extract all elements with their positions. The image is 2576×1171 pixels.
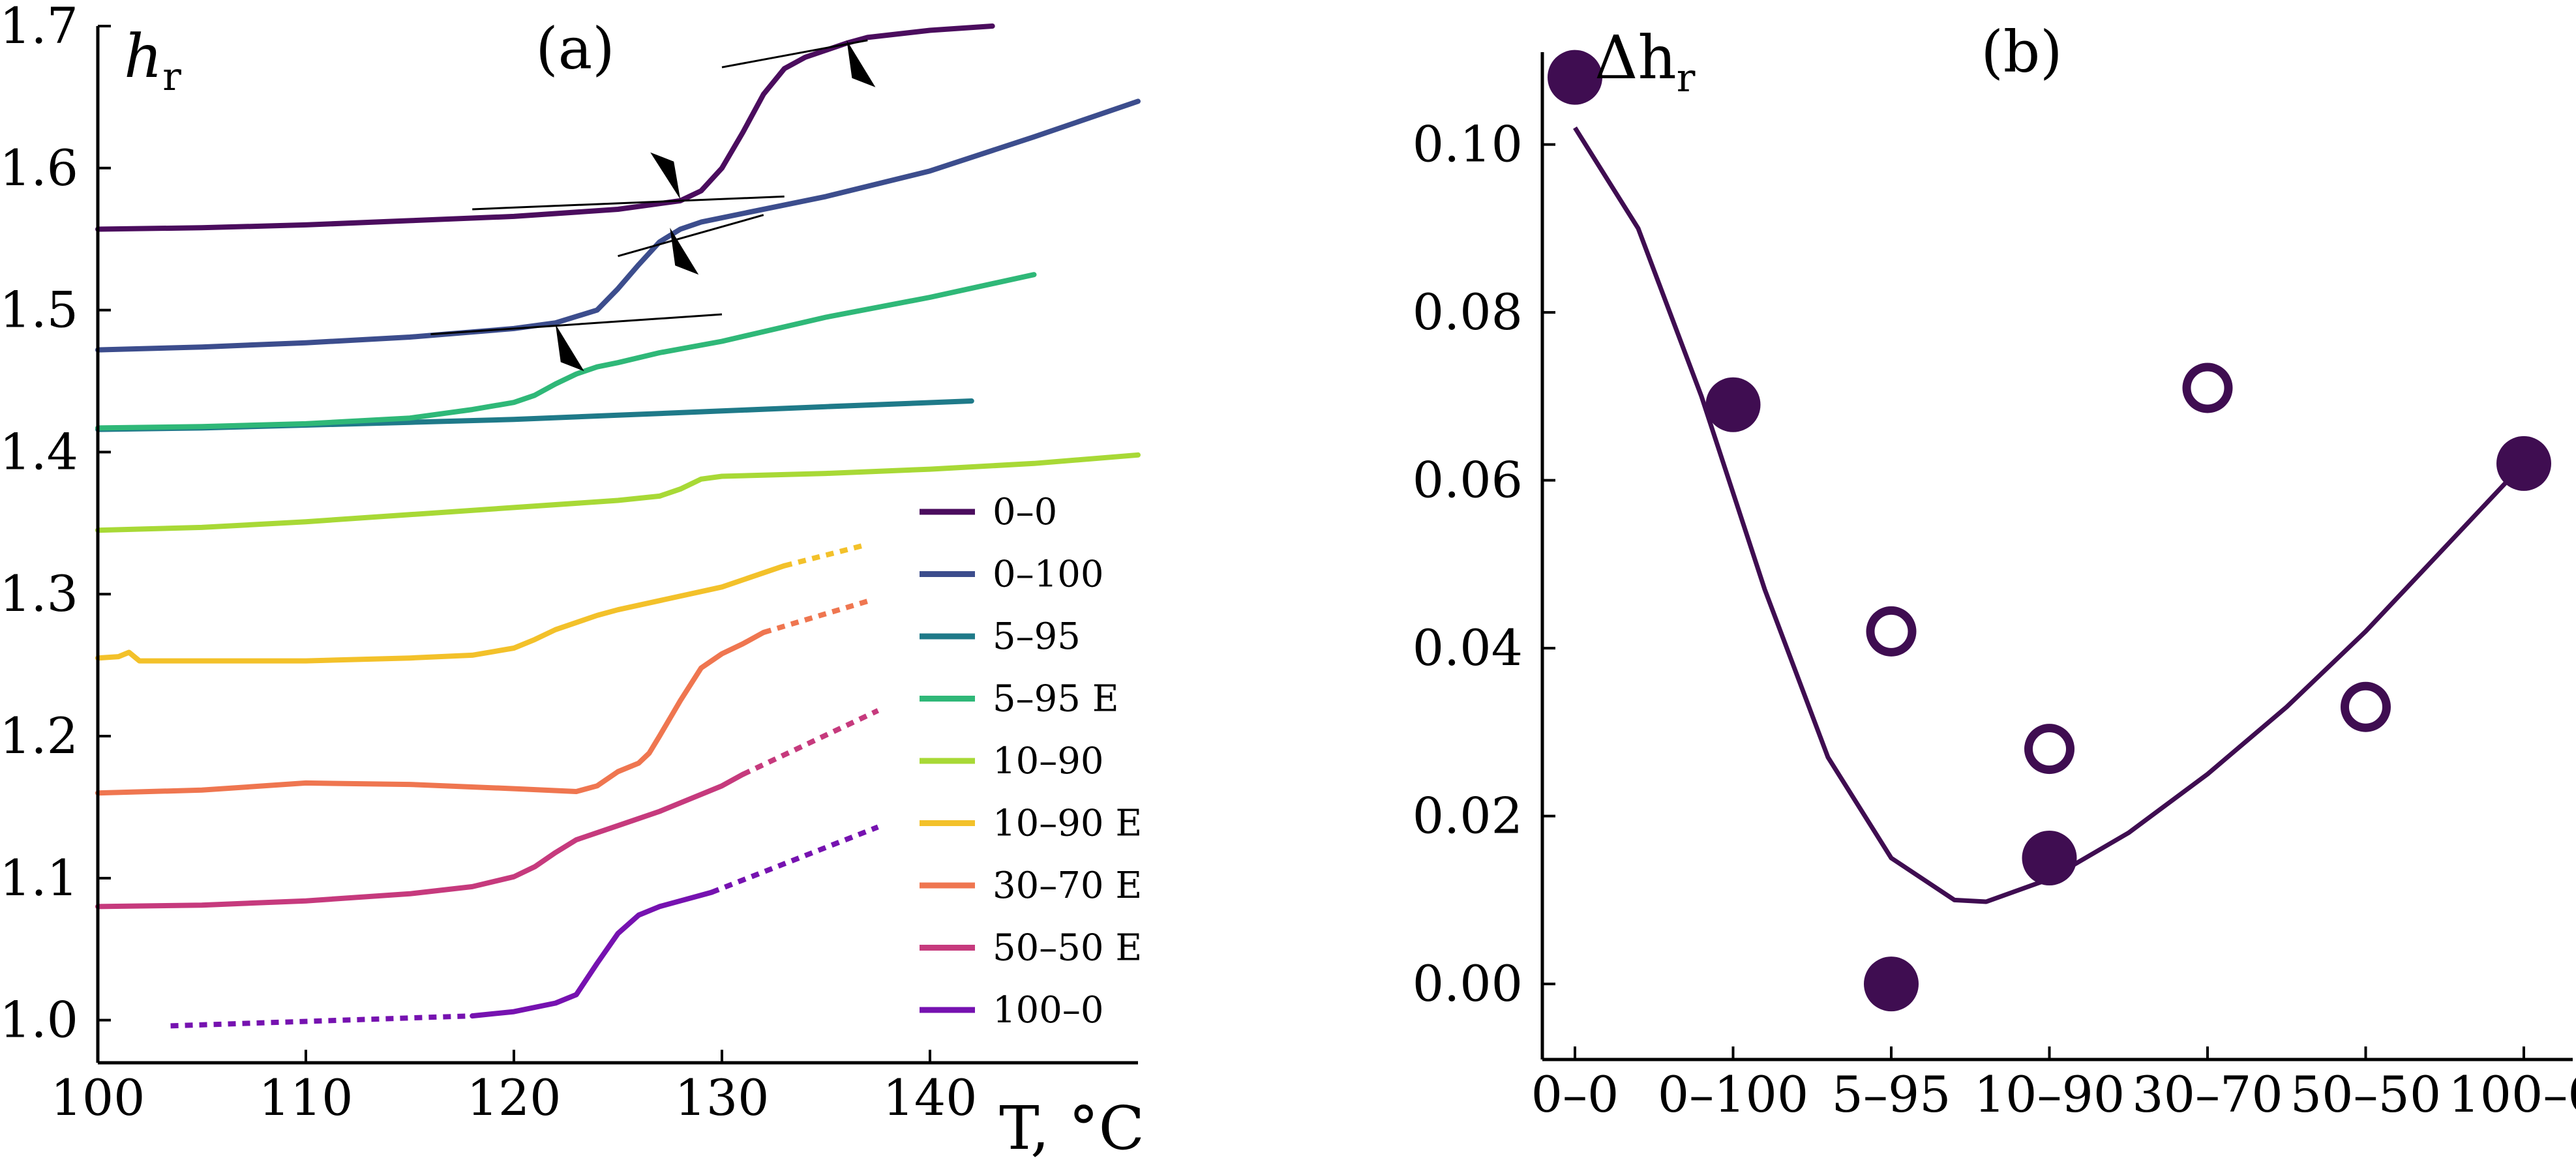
y-tick-label: 1.1 (0, 849, 78, 907)
y-tick-label: 1.7 (0, 0, 78, 55)
b-x-tick-label: 30–70 (2132, 1065, 2283, 1123)
panel-b-series (1548, 50, 2551, 1012)
series-line-0 (95, 23, 995, 232)
tangent-line-2 (618, 214, 764, 258)
panel-a-chart: 0–0 0–100 5–95 5–95 E 10–90 10–90 E 30–70 E 50–… (0, 0, 1145, 1163)
panel-b-label: (b) (1981, 18, 2063, 85)
b-y-tick-label: 0.04 (1413, 619, 1523, 677)
series-dashed-6 (762, 599, 869, 635)
b-x-tick-label: 100–0 (2448, 1065, 2576, 1123)
fit-curve (1573, 126, 2526, 904)
legend-label-8: 100–0 (993, 989, 1104, 1031)
panel-a-annotations (430, 39, 876, 372)
legend-label-2: 5–95 (993, 615, 1081, 658)
legend-label-5: 10–90 E (993, 803, 1142, 845)
arrowhead-7 (555, 324, 584, 372)
panel-a-x-axis-title: T, °C (999, 1093, 1145, 1163)
series-dashed-8-b (710, 824, 879, 895)
panel-b-chart: 0.00 0.02 0.04 0.06 0.08 0.10 0–0 0–100 5–95 10–9… (1413, 18, 2576, 1123)
legend-label-1: 0–100 (993, 554, 1104, 596)
b-y-tick-label: 0.08 (1413, 283, 1523, 341)
b-y-tick-label: 0.00 (1413, 955, 1523, 1013)
series-line-5 (95, 563, 787, 664)
filled-point-3 (2022, 831, 2077, 885)
panel-a-y-axis-title-main: h (124, 22, 162, 91)
b-x-tick-label: 0–100 (1658, 1065, 1808, 1123)
x-tick-label: 140 (882, 1069, 977, 1127)
legend-label-0: 0–0 (993, 491, 1057, 533)
series-line-8 (470, 889, 714, 1019)
x-tick-label: 120 (466, 1069, 561, 1127)
filled-point-4 (2496, 436, 2551, 491)
panel-b-y-axis-title: Δhr (1595, 23, 1696, 101)
y-tick-label: 1.6 (0, 139, 78, 197)
x-tick-label: 110 (258, 1069, 353, 1127)
panel-a-y-axis-title: hr (124, 22, 181, 100)
open-point-0 (1866, 606, 1917, 657)
series-line-6 (95, 630, 766, 796)
y-tick-label: 1.2 (0, 707, 78, 765)
series-dashed-7 (741, 708, 880, 777)
b-x-tick-label: 10–90 (1974, 1065, 2125, 1123)
b-x-tick-label: 5–95 (1831, 1065, 1951, 1123)
legend-label-6: 30–70 E (993, 865, 1142, 907)
series-line-1 (95, 98, 1141, 353)
panel-b-axes: 0.00 0.02 0.04 0.06 0.08 0.10 0–0 0–100 5–95 10–9… (1413, 52, 2576, 1123)
x-tick-label: 100 (50, 1069, 145, 1127)
b-y-tick-label: 0.06 (1413, 451, 1523, 509)
x-tick-label: 130 (674, 1069, 769, 1127)
panel-b-y-axis-title-sub: r (1677, 55, 1696, 101)
open-point-2 (2182, 363, 2233, 413)
tangent-line-1 (472, 195, 785, 211)
open-point-1 (2024, 724, 2074, 775)
panel-a-legend: 0–0 0–100 5–95 5–95 E 10–90 10–90 E 30–70 E 50–… (920, 491, 1142, 1031)
b-y-tick-label: 0.02 (1413, 787, 1523, 845)
tangent-line-0 (721, 39, 868, 68)
panel-b-y-axis-title-main: Δh (1595, 23, 1677, 93)
b-y-tick-label: 0.10 (1413, 115, 1523, 173)
filled-point-2 (1864, 956, 1919, 1012)
legend-label-4: 10–90 (993, 740, 1104, 782)
b-x-tick-label: 0–0 (1531, 1065, 1619, 1123)
series-line-4 (95, 452, 1141, 533)
series-line-7 (95, 771, 745, 910)
open-point-3 (2341, 681, 2391, 732)
y-tick-label: 1.3 (0, 565, 78, 623)
arrowhead-6 (670, 228, 699, 275)
legend-label-7: 50–50 E (993, 927, 1142, 970)
panel-a-y-axis-title-sub: r (162, 54, 181, 100)
panel-a-label: (a) (535, 15, 614, 82)
y-tick-label: 1.0 (0, 991, 78, 1049)
series-line-3 (95, 272, 1037, 431)
arrowhead-4 (650, 152, 681, 200)
legend-label-3: 5–95 E (993, 678, 1119, 720)
y-tick-label: 1.4 (0, 422, 78, 481)
y-tick-label: 1.5 (0, 281, 78, 339)
panel-a-axes: 1.0 1.1 1.2 1.3 1.4 1.5 1.6 1.7 100 110 120 130 140 (0, 0, 1138, 1127)
tangent-line-3 (430, 313, 723, 336)
panel-a-series (95, 23, 1141, 1029)
filled-point-1 (1705, 377, 1761, 432)
series-dashed-8 (170, 1013, 473, 1029)
arrowhead-5 (846, 40, 876, 87)
b-x-tick-label: 50–50 (2290, 1065, 2441, 1123)
filled-point-0 (1548, 50, 1602, 105)
